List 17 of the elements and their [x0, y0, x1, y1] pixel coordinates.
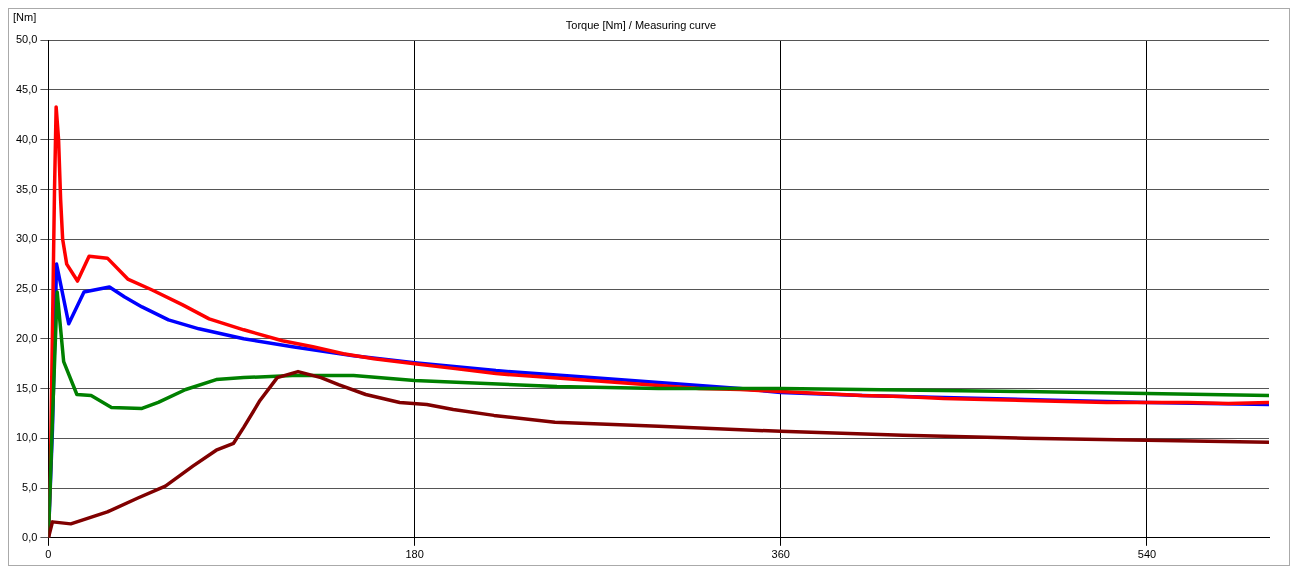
y-tick-label: 25,0 [15, 282, 38, 295]
y-tick-label: 20,0 [15, 331, 38, 344]
x-tick-label: 360 [771, 548, 790, 561]
y-axis-title: [Nm] [13, 11, 37, 23]
chart-title: Torque [Nm] / Measuring curve [565, 18, 717, 31]
y-tick-label: 50,0 [15, 33, 38, 46]
y-tick-label: 0,0 [22, 530, 38, 543]
y-tick-label: 30,0 [15, 232, 38, 245]
x-tick-label: 540 [1137, 548, 1157, 561]
y-tick-label: 10,0 [15, 431, 38, 444]
y-tick-label: 40,0 [15, 132, 38, 145]
y-tick-label: 35,0 [15, 182, 38, 195]
y-tick-label: 5,0 [22, 481, 38, 494]
y-tick-label: 15,0 [15, 381, 38, 394]
y-tick-label: 45,0 [15, 82, 38, 95]
x-tick-label: 0 [45, 548, 52, 561]
x-tick-label: 180 [405, 548, 424, 561]
